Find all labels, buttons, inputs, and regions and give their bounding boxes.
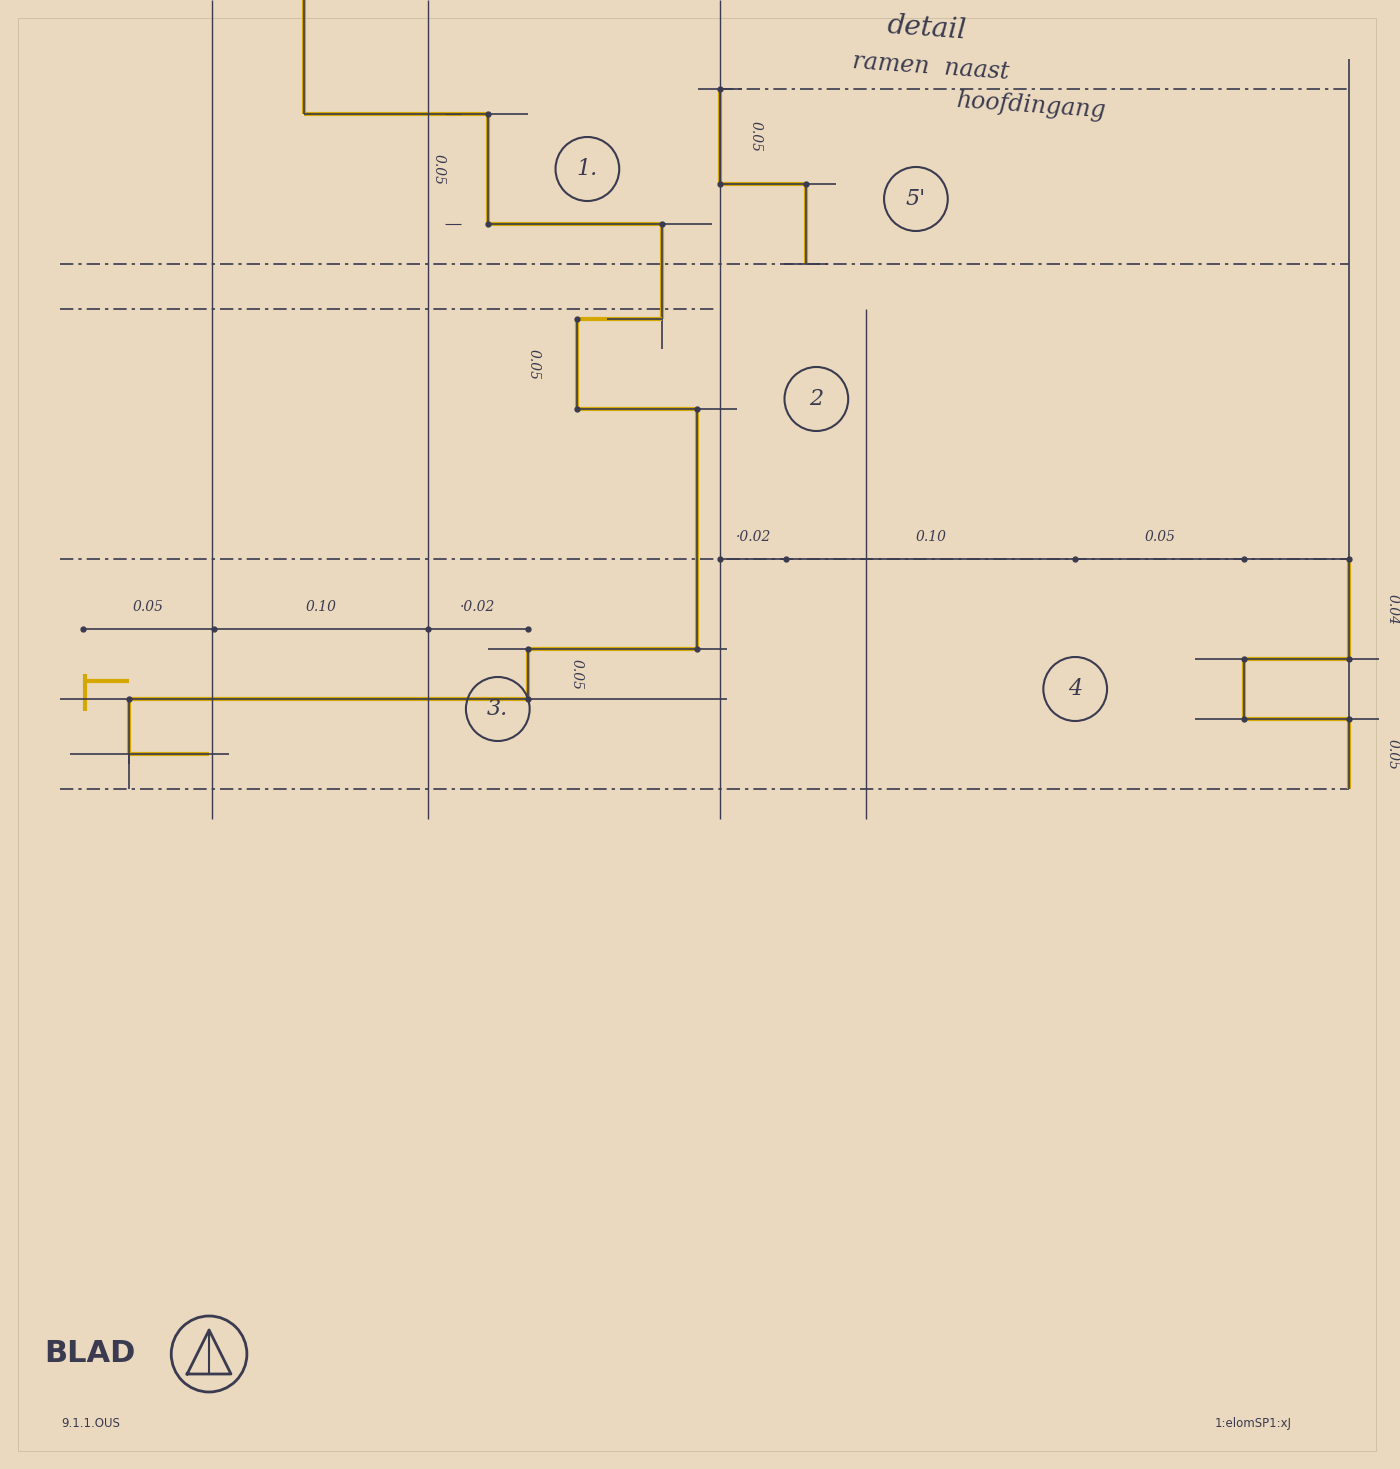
- Text: 0.05: 0.05: [133, 599, 164, 614]
- Text: 5': 5': [906, 188, 925, 210]
- Text: 0.04: 0.04: [1386, 593, 1400, 624]
- Text: 0.05: 0.05: [570, 658, 584, 689]
- Text: ramen  naast: ramen naast: [851, 50, 1009, 84]
- Text: ·0.02: ·0.02: [461, 599, 496, 614]
- Text: BLAD: BLAD: [43, 1340, 136, 1369]
- Text: detail: detail: [886, 13, 967, 46]
- Text: 0.05: 0.05: [433, 153, 447, 185]
- Text: 0.10: 0.10: [916, 530, 946, 544]
- Text: 1:elomSP1:xJ: 1:elomSP1:xJ: [1215, 1418, 1292, 1429]
- Text: 1.: 1.: [577, 159, 598, 181]
- Text: 0.05: 0.05: [749, 120, 763, 151]
- Text: 2: 2: [809, 388, 823, 410]
- Text: 0.05: 0.05: [526, 348, 540, 379]
- Text: 0.05: 0.05: [1386, 739, 1400, 770]
- Text: 0.10: 0.10: [305, 599, 336, 614]
- Text: 0.05: 0.05: [1144, 530, 1176, 544]
- Text: 9.1.1.OUS: 9.1.1.OUS: [62, 1418, 120, 1429]
- Text: 4: 4: [1068, 679, 1082, 701]
- Text: 3.: 3.: [487, 698, 508, 720]
- Text: hoofdingang: hoofdingang: [956, 88, 1107, 122]
- Text: ·0.02: ·0.02: [735, 530, 771, 544]
